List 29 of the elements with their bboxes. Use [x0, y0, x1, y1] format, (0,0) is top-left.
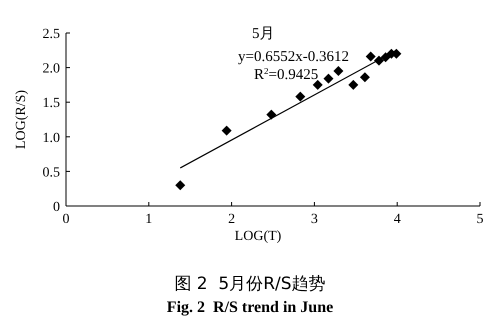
y-tick-label: 0.5: [42, 165, 60, 180]
annotation: y=0.6552x-0.3612: [238, 49, 349, 65]
point: [295, 92, 306, 102]
point: [266, 110, 276, 120]
y-tick-label: 2.0: [42, 62, 60, 77]
point: [312, 80, 323, 90]
x-tick-label: 1: [145, 212, 152, 227]
point: [222, 126, 232, 136]
text: Fig. 2 R/S trend in June: [166, 299, 334, 316]
annotation: 5月: [252, 26, 274, 42]
x-tick-label: 4: [394, 212, 401, 227]
annotation: R$^{2}$=0.9425: [254, 66, 318, 83]
y-tick-label: 0: [53, 200, 60, 215]
point: [333, 66, 344, 76]
x-tick-label: 3: [310, 212, 318, 227]
point: [348, 80, 358, 90]
point: [366, 52, 376, 62]
x-tick-label: 5: [476, 212, 484, 227]
point: [175, 180, 186, 190]
text: 图 2 5月份R/S趋势: [174, 274, 326, 294]
point: [323, 74, 334, 84]
x-tick-label: 2: [228, 212, 236, 227]
y-tick-label: 2.5: [42, 27, 60, 42]
y-tick-label: 1.5: [42, 96, 60, 112]
x-tick-label: 0: [62, 212, 70, 227]
point: [360, 72, 370, 82]
x-axis-title: LOG(T): [234, 229, 282, 244]
y-axis-title: LOG(R/S): [14, 90, 29, 150]
y-tick-label: 1.0: [42, 130, 60, 146]
